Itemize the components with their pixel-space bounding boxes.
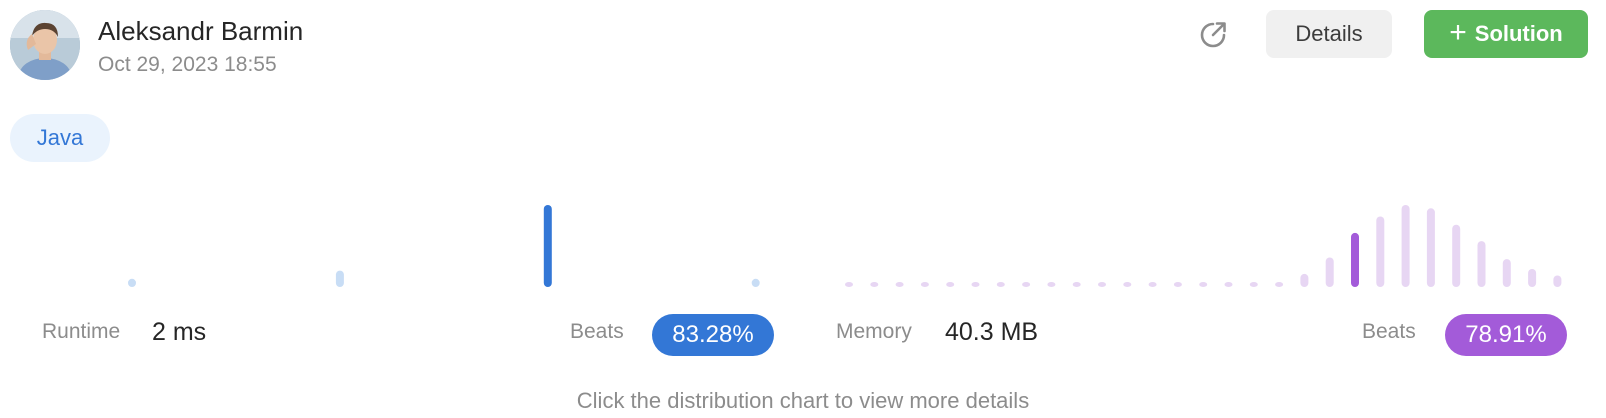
user-name[interactable]: Aleksandr Barmin	[98, 16, 304, 46]
memory-bar[interactable]	[1275, 282, 1284, 287]
language-tag[interactable]: Java	[10, 114, 110, 162]
chart-hint: Click the distribution chart to view mor…	[576, 388, 1030, 413]
memory-bar[interactable]	[1325, 257, 1334, 288]
memory-bar[interactable]	[1300, 273, 1309, 287]
distribution-chart-svg[interactable]	[0, 190, 1606, 300]
runtime-label: Runtime	[42, 320, 121, 343]
memory-bar[interactable]	[1502, 259, 1511, 287]
runtime-bar[interactable]	[751, 278, 760, 287]
memory-bar[interactable]	[1477, 241, 1486, 287]
memory-bar[interactable]	[1022, 282, 1031, 287]
memory-value: 40.3 MB	[945, 318, 1039, 346]
runtime-bar[interactable]	[128, 278, 136, 287]
avatar[interactable]	[10, 10, 80, 80]
memory-bar[interactable]	[1553, 275, 1562, 288]
memory-bar[interactable]	[895, 282, 904, 287]
memory-bar[interactable]	[1072, 282, 1081, 287]
solution-label: Solution	[1474, 21, 1563, 46]
memory-bar[interactable]	[1224, 282, 1233, 287]
memory-bar[interactable]	[1249, 282, 1258, 287]
memory-bar-highlighted[interactable]	[1351, 232, 1359, 287]
memory-bar[interactable]	[946, 282, 955, 287]
memory-bar[interactable]	[1426, 208, 1435, 287]
memory-bar[interactable]	[996, 282, 1005, 287]
submission-date: Oct 29, 2023 18:55	[98, 53, 277, 76]
runtime-value: 2 ms	[152, 318, 207, 346]
memory-bar[interactable]	[971, 282, 980, 287]
memory-bar[interactable]	[1098, 282, 1106, 287]
memory-bar[interactable]	[1199, 282, 1208, 287]
memory-bar[interactable]	[1173, 282, 1182, 287]
runtime-bar-highlighted[interactable]	[543, 205, 552, 287]
avatar-image	[10, 10, 80, 80]
share-icon	[1200, 22, 1226, 48]
memory-bar[interactable]	[870, 282, 879, 287]
runtime-beats-badge[interactable]: 83.28%	[652, 314, 774, 356]
memory-bar[interactable]	[920, 282, 929, 287]
memory-bar[interactable]	[1452, 224, 1461, 287]
runtime-beats-label: Beats	[570, 320, 624, 343]
runtime-bar[interactable]	[335, 270, 344, 287]
share-button[interactable]	[1198, 20, 1228, 50]
plus-icon: +	[1449, 15, 1467, 49]
memory-bar[interactable]	[1047, 282, 1056, 287]
memory-bar[interactable]	[1528, 269, 1537, 287]
memory-bar[interactable]	[1376, 216, 1385, 288]
memory-bar[interactable]	[1401, 205, 1410, 287]
add-solution-button[interactable]: + Solution	[1424, 10, 1588, 58]
details-button[interactable]: Details	[1266, 10, 1392, 58]
memory-bar[interactable]	[1123, 282, 1132, 287]
memory-bar[interactable]	[845, 282, 853, 287]
memory-label: Memory	[836, 320, 912, 343]
memory-beats-badge[interactable]: 78.91%	[1445, 314, 1567, 356]
distribution-chart[interactable]	[0, 190, 1606, 300]
memory-bar[interactable]	[1148, 282, 1157, 287]
memory-beats-label: Beats	[1362, 320, 1416, 343]
